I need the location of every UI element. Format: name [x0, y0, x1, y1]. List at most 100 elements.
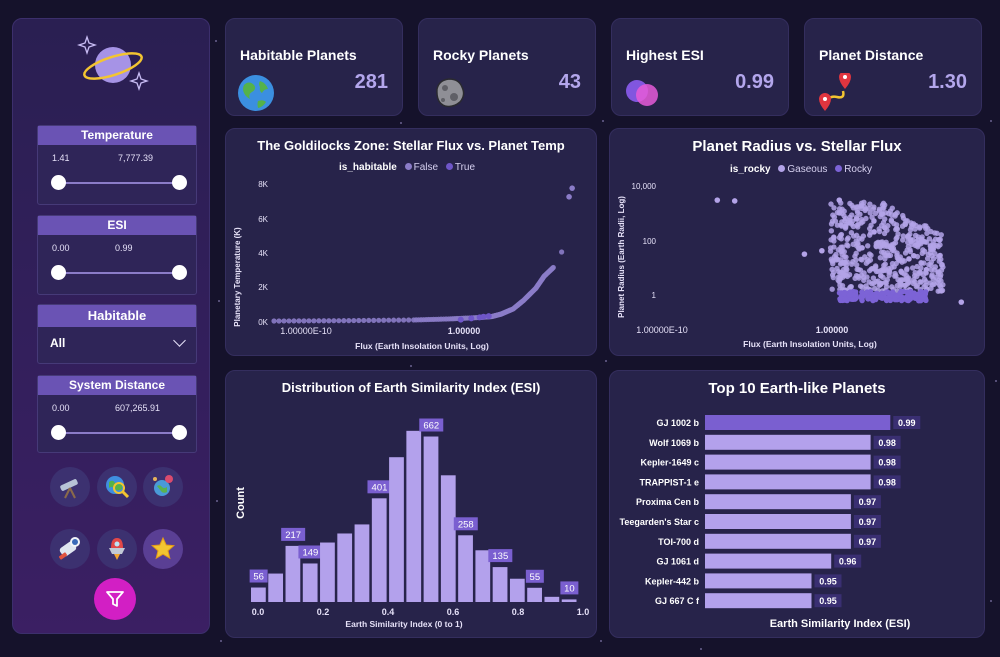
histogram-bar[interactable]	[492, 567, 508, 602]
scatter-point-gaseous[interactable]	[839, 206, 845, 212]
scatter-point-gaseous[interactable]	[894, 283, 900, 289]
scatter-point-gaseous[interactable]	[870, 206, 877, 212]
scatter-point-false[interactable]	[371, 317, 377, 323]
scatter-point-gaseous[interactable]	[881, 262, 887, 269]
scatter-point-rocky[interactable]	[865, 295, 871, 302]
scatter-point-gaseous[interactable]	[844, 241, 850, 248]
scatter-point-gaseous[interactable]	[919, 250, 925, 257]
bar[interactable]	[705, 415, 891, 430]
scatter-point-rocky[interactable]	[837, 297, 844, 304]
chevron-down-icon[interactable]	[173, 334, 186, 347]
scatter-point-gaseous[interactable]	[876, 282, 882, 289]
scatter-point-false[interactable]	[376, 317, 382, 323]
scatter-point-gaseous[interactable]	[935, 236, 942, 243]
scatter-point-gaseous[interactable]	[801, 251, 808, 257]
scatter-point-gaseous[interactable]	[938, 232, 944, 238]
clear-filters-button[interactable]	[94, 578, 136, 620]
scatter-point-gaseous[interactable]	[893, 222, 900, 228]
scatter-point-gaseous[interactable]	[876, 226, 882, 232]
scatter-point-rocky[interactable]	[873, 293, 879, 300]
scatter-point-false[interactable]	[301, 318, 307, 324]
scatter-point-gaseous[interactable]	[927, 280, 934, 286]
scatter-point-gaseous[interactable]	[819, 247, 825, 254]
bar[interactable]	[705, 494, 851, 510]
scatter-point-gaseous[interactable]	[873, 240, 880, 247]
scatter-point-gaseous[interactable]	[838, 200, 844, 206]
histogram-bar[interactable]	[423, 436, 439, 602]
astronaut-nav-button[interactable]	[50, 529, 90, 569]
scatter-point-gaseous[interactable]	[914, 263, 920, 270]
histogram-bar[interactable]	[527, 587, 542, 602]
scatter-point-gaseous[interactable]	[838, 222, 844, 228]
scatter-point-gaseous[interactable]	[863, 260, 870, 266]
histogram-bar[interactable]	[337, 533, 353, 602]
scatter-point-gaseous[interactable]	[828, 237, 834, 243]
scatter-point-gaseous[interactable]	[892, 240, 899, 246]
scatter-point-rocky[interactable]	[883, 297, 890, 304]
bar[interactable]	[705, 573, 812, 589]
histogram-bar[interactable]	[440, 475, 456, 602]
scatter-point-gaseous[interactable]	[863, 283, 869, 289]
histogram-bar[interactable]	[509, 578, 525, 602]
bar[interactable]	[705, 593, 812, 609]
scatter-point-false[interactable]	[296, 318, 302, 324]
scatter-point-gaseous[interactable]	[907, 227, 914, 233]
scatter-point-rocky[interactable]	[907, 292, 913, 299]
scatter-point-gaseous[interactable]	[906, 279, 912, 286]
scatter-point-gaseous[interactable]	[830, 258, 836, 264]
scatter-point-rocky[interactable]	[879, 290, 885, 296]
scatter-point-gaseous[interactable]	[877, 272, 884, 279]
scatter-point-gaseous[interactable]	[843, 254, 849, 260]
scatter-point-true[interactable]	[480, 313, 487, 320]
scatter-point-false[interactable]	[331, 318, 337, 324]
scatter-point-false[interactable]	[386, 317, 392, 323]
scatter-point-gaseous[interactable]	[835, 247, 842, 253]
scatter-point-false[interactable]	[356, 317, 362, 324]
scatter-point-gaseous[interactable]	[838, 260, 845, 266]
histogram-bar[interactable]	[475, 550, 491, 602]
scatter-point-gaseous[interactable]	[919, 238, 925, 244]
histogram-bar[interactable]	[320, 542, 335, 602]
scatter-point-gaseous[interactable]	[899, 257, 906, 263]
scatter-point-gaseous[interactable]	[882, 210, 889, 216]
scatter-point-gaseous[interactable]	[831, 205, 837, 211]
scatter-point-gaseous[interactable]	[827, 248, 834, 254]
scatter-point-false[interactable]	[316, 318, 322, 324]
histogram-bar[interactable]	[302, 563, 318, 602]
scatter-point-gaseous[interactable]	[832, 218, 839, 224]
scatter-point-gaseous[interactable]	[923, 270, 929, 276]
scatter-point-gaseous[interactable]	[830, 269, 837, 276]
esi-max-handle[interactable]	[172, 265, 187, 280]
scatter-point-gaseous[interactable]	[889, 284, 895, 290]
scatter-point-false[interactable]	[401, 317, 407, 323]
scatter-point-gaseous[interactable]	[858, 216, 865, 223]
system-distance-min-handle[interactable]	[51, 425, 66, 440]
planet-search-nav-button[interactable]	[97, 467, 137, 507]
scatter-point-gaseous[interactable]	[846, 272, 853, 278]
scatter-point-gaseous[interactable]	[900, 215, 907, 221]
scatter-point-gaseous[interactable]	[867, 210, 873, 216]
scatter-point-gaseous[interactable]	[844, 266, 850, 273]
scatter-point-false[interactable]	[559, 249, 565, 255]
scatter-point-gaseous[interactable]	[850, 259, 856, 265]
scatter-point-gaseous[interactable]	[886, 272, 892, 278]
scatter-point-rocky[interactable]	[887, 297, 894, 304]
ufo-nav-button[interactable]	[97, 529, 137, 569]
temperature-slider-track[interactable]	[58, 182, 180, 184]
scatter-point-gaseous[interactable]	[875, 278, 881, 284]
planets-nav-button[interactable]	[143, 467, 183, 507]
scatter-point-false[interactable]	[396, 317, 402, 323]
scatter-point-gaseous[interactable]	[869, 214, 875, 221]
scatter-point-gaseous[interactable]	[839, 210, 845, 217]
scatter-point-gaseous[interactable]	[893, 260, 899, 267]
scatter-point-gaseous[interactable]	[828, 228, 835, 234]
scatter-point-gaseous[interactable]	[900, 233, 906, 239]
scatter-point-gaseous[interactable]	[932, 250, 938, 257]
scatter-point-rocky[interactable]	[889, 289, 896, 295]
scatter-point-gaseous[interactable]	[894, 226, 901, 232]
scatter-point-gaseous[interactable]	[862, 254, 868, 260]
scatter-point-gaseous[interactable]	[881, 230, 888, 237]
histogram-bar[interactable]	[406, 430, 422, 602]
histogram-bar[interactable]	[285, 545, 301, 602]
scatter-point-gaseous[interactable]	[854, 266, 860, 273]
